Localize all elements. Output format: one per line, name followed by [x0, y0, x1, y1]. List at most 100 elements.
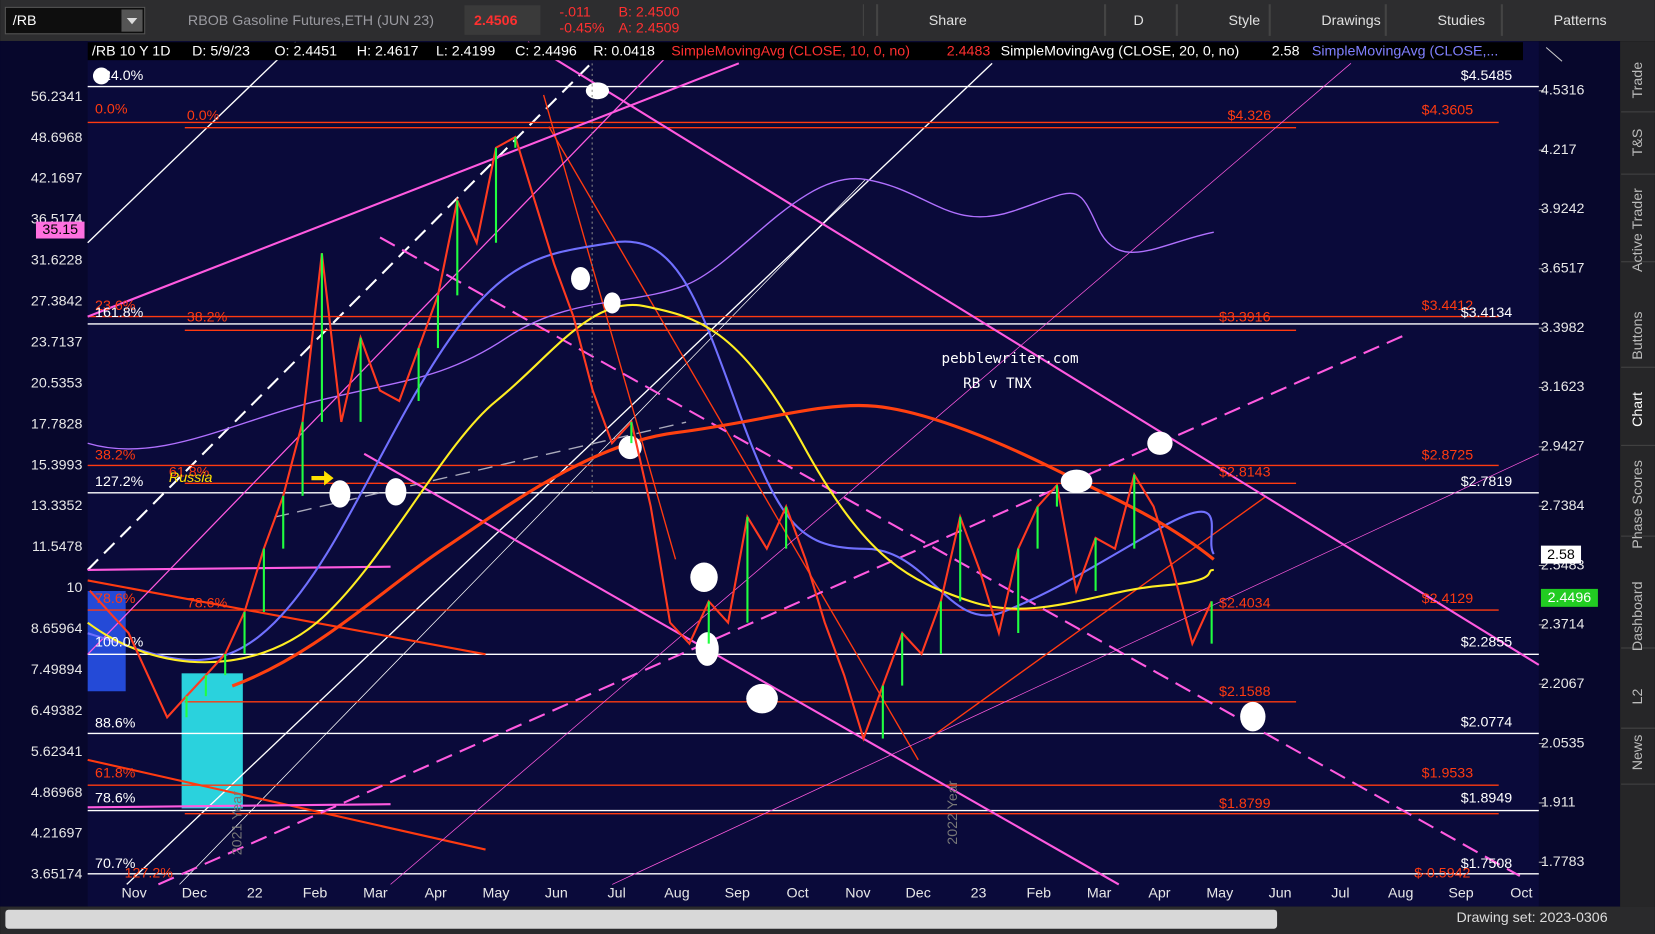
left-axis-label: 8.65964 [31, 621, 83, 637]
toolbar-button-label[interactable]: Drawings [1321, 13, 1380, 29]
price-marker: 2.4496 [1548, 590, 1592, 606]
level-label: 78.6% [95, 591, 136, 607]
side-tab[interactable]: L2 [1630, 689, 1646, 705]
level-label: $2.8725 [1422, 448, 1474, 464]
x-axis-label: Mar [1087, 886, 1112, 902]
x-axis-label: May [483, 886, 511, 902]
change: -.011 [559, 4, 590, 20]
side-tab[interactable]: Phase Scores [1630, 460, 1646, 549]
x-axis-label: Nov [845, 886, 871, 902]
toolbar-button [1384, 4, 1387, 36]
right-axis-label: 2.0535 [1541, 735, 1585, 751]
right-axis-label: 2.2067 [1541, 676, 1585, 692]
x-axis-label: Aug [664, 886, 689, 902]
sma-marker: 2.58 [1547, 547, 1575, 563]
toolbar-button-label[interactable]: Share [929, 13, 967, 29]
toolbar [0, 0, 1655, 42]
side-tab[interactable]: T&S [1630, 129, 1646, 157]
left-axis-label: 4.86968 [31, 785, 83, 801]
x-axis-label: Dec [182, 886, 207, 902]
level-label: 88.6% [95, 716, 136, 732]
collapse-icon[interactable] [1545, 47, 1563, 62]
level-label: 38.2% [187, 309, 228, 325]
x-axis-label: Sep [1448, 886, 1473, 902]
header-item: 2.4483 [947, 43, 991, 59]
toolbar-button-label[interactable]: Style [1229, 13, 1261, 29]
x-axis-label: Jul [608, 886, 626, 902]
toolbar-button-label[interactable]: Studies [1438, 13, 1485, 29]
x-axis-label: Oct [787, 886, 809, 902]
level-label: $4.5485 [1461, 68, 1513, 84]
level-label: 0.0% [187, 108, 220, 124]
left-axis-label: 5.62341 [31, 744, 83, 760]
level-label: $3.4412 [1422, 298, 1474, 314]
x-axis-label: Sep [725, 886, 750, 902]
annotation: Russia [169, 470, 213, 486]
level-label: $2.7819 [1461, 474, 1513, 490]
ask: A: 2.4509 [619, 20, 680, 36]
scrollbar[interactable] [5, 909, 1278, 929]
right-axis-label: 2.9427 [1541, 439, 1585, 455]
header-item: SimpleMovingAvg (CLOSE,... [1312, 43, 1498, 59]
level-label: $2.4129 [1422, 591, 1474, 607]
level-label: $3.3916 [1219, 309, 1271, 325]
symbol: /RB [13, 13, 37, 29]
left-axis-label: 31.6228 [31, 253, 83, 269]
level-label: 224.0% [95, 68, 144, 84]
level-label: 61.8% [95, 765, 136, 781]
right-axis-bg [1538, 41, 1621, 907]
header-item: H: 2.4617 [357, 43, 419, 59]
left-axis-label: 15.3993 [31, 457, 83, 473]
description: RBOB Gasoline Futures,ETH (JUN 23) [188, 13, 434, 29]
header-item: C: 2.4496 [515, 43, 577, 59]
side-tab[interactable]: News [1630, 735, 1646, 771]
right-axis-label: 3.1623 [1541, 379, 1585, 395]
x-axis-label: Oct [1510, 886, 1532, 902]
right-axis-label: 1.7783 [1541, 854, 1585, 870]
bid: B: 2.4500 [619, 4, 680, 20]
left-axis-bg [0, 41, 88, 907]
x-axis-label: Nov [121, 886, 147, 902]
level-label: $2.8143 [1219, 465, 1271, 481]
side-tab[interactable]: Buttons [1630, 311, 1646, 359]
level-label: $4.326 [1227, 108, 1271, 124]
left-axis-label: 6.49382 [31, 703, 83, 719]
drawings [86, 41, 1540, 886]
right-axis-label: 3.9242 [1541, 201, 1585, 217]
left-axis-label: 13.3352 [31, 498, 83, 514]
right-axis-label: 2.7384 [1541, 498, 1585, 514]
x-axis-label: May [1206, 886, 1234, 902]
side-tab[interactable]: Active Trader [1630, 188, 1646, 272]
header-item: SimpleMovingAvg (CLOSE, 10, 0, no) [671, 43, 910, 59]
left-axis-label: 23.7137 [31, 334, 83, 350]
left-axis-label: 11.5478 [32, 539, 82, 555]
level-label: 70.7% [95, 856, 136, 872]
level-label: 0.0% [95, 102, 128, 118]
side-tab[interactable]: Dashboard [1630, 582, 1646, 652]
x-axis-label: Jun [1269, 886, 1292, 902]
x-axis-label: Apr [425, 886, 447, 902]
left-axis-label: 3.65174 [31, 867, 83, 883]
right-axis-label: 3.3982 [1541, 320, 1585, 336]
toolbar-button [876, 4, 879, 36]
level-label: $1.9533 [1422, 765, 1474, 781]
last-price: 2.4506 [474, 13, 518, 29]
side-tab[interactable]: Chart [1630, 392, 1646, 427]
left-axis-label: 42.1697 [31, 171, 83, 187]
left-axis-label: 48.6968 [31, 130, 83, 146]
toolbar-button [1175, 4, 1178, 36]
x-axis-label: Apr [1148, 886, 1170, 902]
toolbar-button-label[interactable]: Patterns [1554, 13, 1607, 29]
level-label: $4.3605 [1422, 103, 1474, 119]
x-axis-label: Jun [545, 886, 568, 902]
year-label: 2022 Year [945, 780, 961, 844]
side-tab[interactable]: Trade [1630, 62, 1646, 99]
level-label: $2.2855 [1461, 634, 1513, 650]
level-label: $2.0774 [1461, 715, 1513, 731]
x-axis-label: Aug [1388, 886, 1413, 902]
marker-box [1540, 588, 1598, 607]
toolbar-button-label[interactable]: D [1134, 13, 1144, 29]
watermark: RB v TNX [963, 376, 1032, 392]
